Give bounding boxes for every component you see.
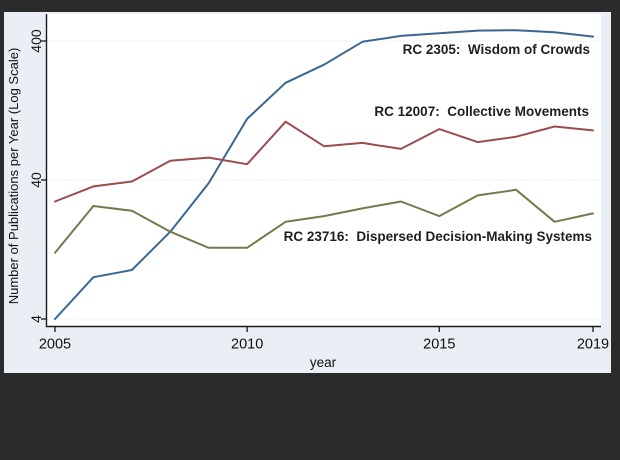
chart-panel: 4 40 400 2005 2010 2015 2019 RC 2305: Wisdom of…: [4, 12, 611, 373]
publications-line-chart: 4 40 400 2005 2010 2015 2019 RC 2305: Wisdom of…: [4, 12, 611, 373]
series-line-rc-23716: [54, 188, 594, 254]
y-tick-label-400: 400: [28, 29, 44, 53]
series-line-rc-12007: [54, 120, 594, 203]
y-tick-label-4: 4: [28, 315, 44, 323]
y-axis-title: Number of Publications per Year (Log Sca…: [6, 48, 21, 305]
x-tick-label-2005: 2005: [39, 337, 71, 353]
y-tick-label-40: 40: [28, 172, 44, 188]
x-tick-label-2010: 2010: [231, 337, 263, 353]
x-tick-label-2019: 2019: [577, 337, 609, 353]
x-tick-label-2015: 2015: [423, 337, 455, 353]
series-label-rc-12007: RC 12007: Collective Movements: [374, 104, 589, 119]
series-line-rc-2305: [54, 29, 594, 320]
x-axis-title: year: [310, 355, 337, 370]
series-label-rc-23716: RC 23716: Dispersed Decision-Making Syst…: [284, 229, 592, 244]
plot-area: [46, 14, 601, 327]
series-label-rc-2305: RC 2305: Wisdom of Crowds: [403, 42, 590, 57]
